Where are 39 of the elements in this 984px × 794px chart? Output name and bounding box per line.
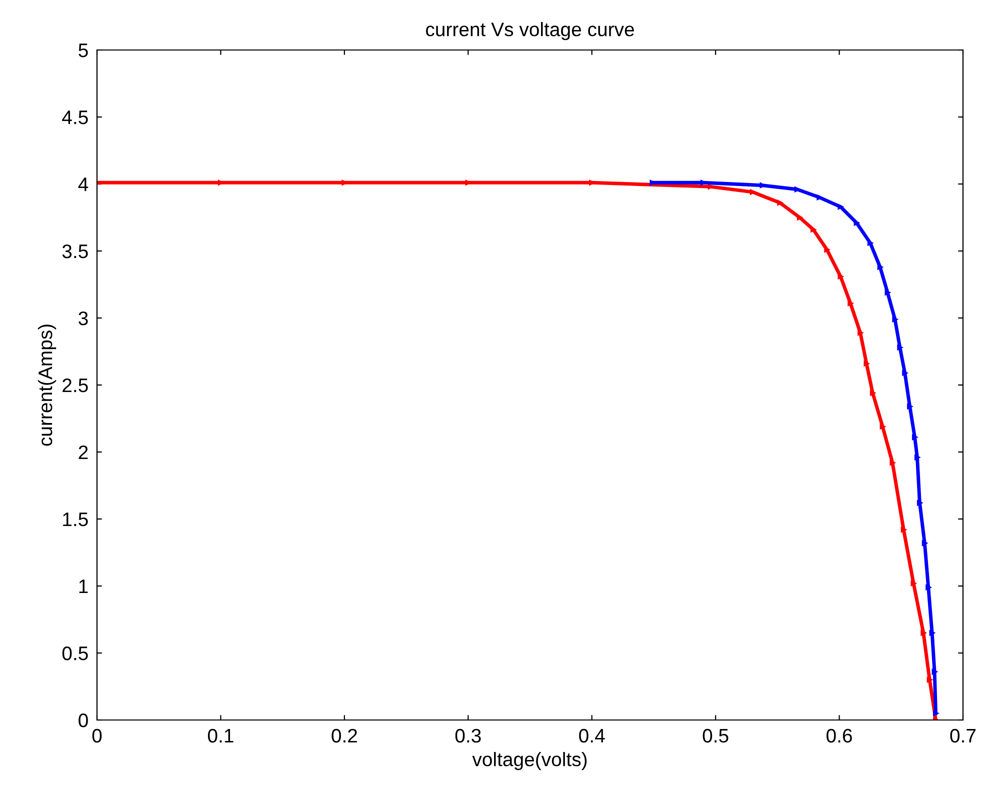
x-axis-title: voltage(volts) [472,752,587,770]
y-tick-label: 3 [78,311,88,326]
y-tick-label: 5 [78,44,88,58]
x-tick-label: 0.3 [455,728,481,743]
point [750,189,756,195]
x-tick-label: 0.1 [208,728,234,743]
x-tick-label: 0 [92,728,102,743]
x-tick-label: 0.5 [702,728,728,743]
y-tick-label: 1.5 [63,512,88,526]
point [777,200,783,206]
point [933,710,939,716]
x-tick-label: 0.4 [579,728,605,743]
point [902,370,908,376]
y-tick-label: 4.5 [62,110,88,124]
x-tick-label: 0.2 [332,728,357,743]
point [926,584,932,590]
point [864,360,870,366]
y-tick-label: 4 [78,178,88,192]
y-tick-label: 2.5 [62,378,88,392]
point [890,460,896,466]
point [907,404,913,410]
x-tick-label: 0.7 [950,728,976,743]
y-tick-label: 0 [78,713,88,728]
point [848,300,854,306]
point [926,677,932,683]
x-tick-label: 0.6 [826,728,852,743]
y-axis-title: current(Amps) [38,324,56,446]
point [912,434,918,440]
point [858,330,864,336]
y-tick-label: 1 [79,580,88,594]
y-tick-label: 0.5 [62,646,88,660]
point [920,630,926,636]
point [892,316,898,322]
y-tick-label: 3.5 [62,244,88,258]
point [816,194,822,200]
point [914,454,920,460]
point [897,344,903,350]
y-tick-label: 2 [78,445,88,460]
chart-title: current Vs voltage curve [426,22,634,40]
